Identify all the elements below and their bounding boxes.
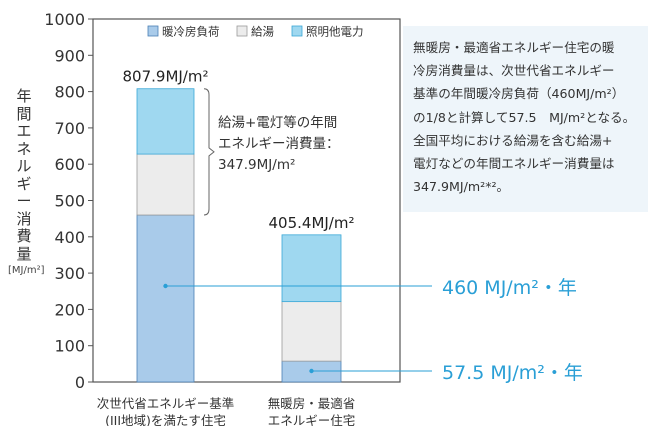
y-axis-title-char: 間 xyxy=(16,104,32,123)
y-axis-title-char: ル xyxy=(16,157,32,175)
y-tick-label: 900 xyxy=(54,46,85,65)
note-line: 347.9MJ/m²*²。 xyxy=(413,179,510,195)
y-axis-title-char: 量 xyxy=(16,244,32,263)
callout-label: 57.5 MJ/m²・年 xyxy=(442,362,583,384)
legend-swatch xyxy=(147,25,159,37)
bracket xyxy=(203,88,215,216)
callout-label: 460 MJ/m²・年 xyxy=(442,277,577,299)
y-tick-label: 300 xyxy=(54,264,85,283)
note-line: 全国平均における給湯を含む給湯+ xyxy=(413,132,613,148)
legend-swatch xyxy=(236,25,248,37)
x-tick-label: 無暖房・最適省 xyxy=(268,396,356,411)
y-axis-title-char: 年 xyxy=(16,87,32,105)
explanation-note: 無暖房・最適省エネルギー住宅の暖 冷房消費量は、次世代省エネルギー 基準の年間暖… xyxy=(403,26,648,212)
y-tick-label: 400 xyxy=(54,228,85,247)
bar-segment xyxy=(136,214,195,383)
legend-label: 照明他電力 xyxy=(306,25,364,39)
note-line: 基準の年間暖冷房負荷（460MJ/m²） xyxy=(413,86,625,102)
y-axis-title-char: ー xyxy=(16,192,32,210)
x-tick-label: 次世代省エネルギー基準 xyxy=(97,396,235,411)
y-axis-title-char: ネ xyxy=(16,139,32,158)
y-axis-title-char: ギ xyxy=(16,174,32,193)
bar-total-label: 807.9MJ/m² xyxy=(123,68,209,86)
note-line: の1/8と計算して57.5 MJ/m²となる。 xyxy=(413,109,636,125)
x-tick-label: エネルギー住宅 xyxy=(268,413,356,426)
y-tick-label: 200 xyxy=(54,300,85,319)
legend-label: 給湯 xyxy=(251,25,274,39)
bracket-annotation-line: 347.9MJ/m² xyxy=(218,157,295,173)
y-axis-title-char: 費 xyxy=(16,227,32,245)
y-tick-label: 800 xyxy=(54,83,85,102)
y-tick-label: 600 xyxy=(54,155,85,174)
y-tick-label: 500 xyxy=(54,192,85,211)
y-axis-unit: [MJ/m²] xyxy=(8,265,45,276)
x-tick-label: (III地域)を満たす住宅 xyxy=(105,413,226,426)
y-axis-title-char: 消 xyxy=(16,209,32,228)
bar-segment xyxy=(281,234,342,303)
bar-segment xyxy=(136,153,195,216)
y-axis-title-char: エ xyxy=(16,122,32,140)
y-tick-label: 0 xyxy=(75,373,85,392)
note-line: 電灯などの年間エネルギー消費量は xyxy=(413,156,615,172)
bracket-annotation-line: 給湯+電灯等の年間 xyxy=(218,114,337,131)
bar-total-label: 405.4MJ/m² xyxy=(269,214,355,232)
legend-label: 暖冷房負荷 xyxy=(162,25,220,39)
y-tick-label: 700 xyxy=(54,119,85,138)
bracket-annotation-line: エネルギー消費量： xyxy=(218,136,340,152)
note-line: 冷房消費量は、次世代省エネルギー xyxy=(413,63,615,79)
y-tick-label: 1000 xyxy=(44,10,85,29)
legend-swatch xyxy=(291,25,303,37)
note-line: 無暖房・最適省エネルギー住宅の暖 xyxy=(413,40,615,55)
bar-segment xyxy=(136,88,195,155)
bar-segment xyxy=(281,301,342,362)
y-tick-label: 100 xyxy=(54,337,85,356)
